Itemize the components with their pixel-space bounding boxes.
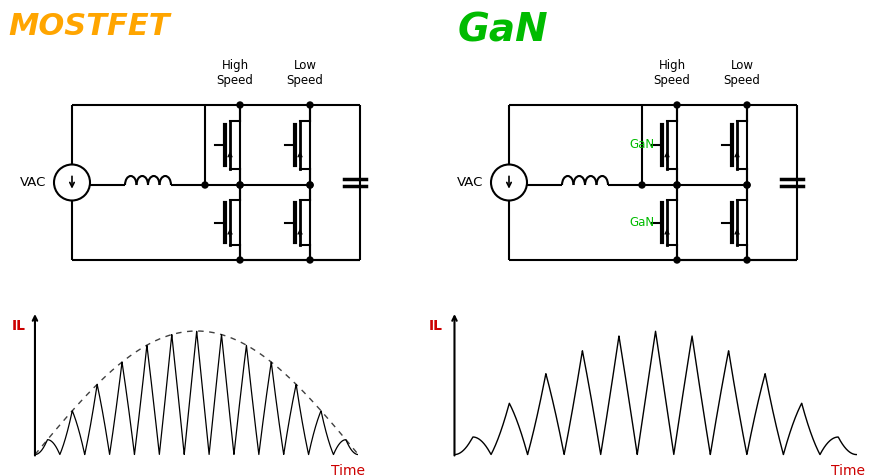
Circle shape: [237, 182, 243, 188]
Circle shape: [674, 182, 680, 188]
Circle shape: [674, 182, 680, 188]
Circle shape: [307, 102, 313, 108]
Text: Time: Time: [330, 465, 364, 475]
Circle shape: [237, 102, 243, 108]
Text: IL: IL: [11, 319, 25, 332]
Circle shape: [744, 102, 750, 108]
Circle shape: [744, 257, 750, 263]
Text: Time: Time: [830, 465, 864, 475]
Circle shape: [307, 182, 313, 188]
Text: MOSTFET: MOSTFET: [8, 12, 170, 41]
Circle shape: [674, 257, 680, 263]
Circle shape: [307, 182, 313, 188]
Text: High
Speed: High Speed: [217, 59, 253, 87]
Circle shape: [307, 257, 313, 263]
Circle shape: [237, 182, 243, 188]
Text: VAC: VAC: [456, 176, 483, 189]
Text: GaN: GaN: [630, 216, 655, 229]
Text: Low
Speed: Low Speed: [287, 59, 323, 87]
Circle shape: [639, 182, 645, 188]
Circle shape: [674, 102, 680, 108]
Circle shape: [202, 182, 208, 188]
Text: VAC: VAC: [19, 176, 46, 189]
Circle shape: [744, 182, 750, 188]
Text: Low
Speed: Low Speed: [724, 59, 760, 87]
Circle shape: [237, 257, 243, 263]
Text: GaN: GaN: [630, 139, 655, 152]
Text: GaN: GaN: [458, 12, 549, 50]
Circle shape: [744, 182, 750, 188]
Text: IL: IL: [428, 319, 442, 332]
Text: High
Speed: High Speed: [654, 59, 690, 87]
